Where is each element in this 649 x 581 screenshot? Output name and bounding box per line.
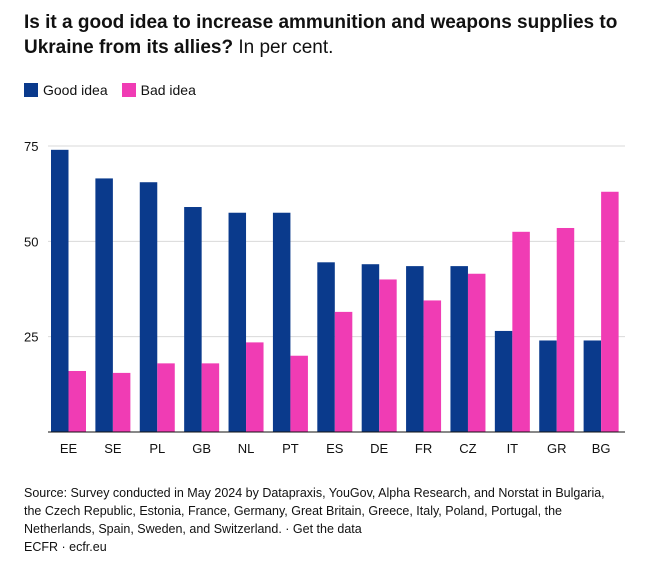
bar-bad-pl xyxy=(157,363,175,432)
x-tick-label-gb: GB xyxy=(192,441,211,456)
x-tick-label-de: DE xyxy=(370,441,388,456)
x-tick-label-gr: GR xyxy=(547,441,567,456)
chart-title: Is it a good idea to increase ammunition… xyxy=(24,10,634,60)
source-note: Source: Survey conducted in May 2024 by … xyxy=(24,486,605,536)
bar-bad-de xyxy=(379,279,397,432)
bar-good-se xyxy=(95,178,113,432)
legend-item-bad: Bad idea xyxy=(121,82,196,98)
bar-bad-ee xyxy=(68,370,86,432)
bar-good-ee xyxy=(51,149,69,432)
x-tick-label-bg: BG xyxy=(592,441,611,456)
bar-good-de xyxy=(361,264,380,432)
bar-good-pl xyxy=(139,182,158,432)
bar-good-es xyxy=(317,262,335,432)
legend-label-good: Good idea xyxy=(43,82,108,98)
bar-bad-es xyxy=(334,311,353,432)
legend-item-good: Good idea xyxy=(24,82,108,98)
bar-bad-pt xyxy=(290,355,308,432)
credit-line: ECFR · ecfr.eu xyxy=(24,540,107,554)
x-tick-label-cz: CZ xyxy=(459,441,476,456)
legend-swatch-bad xyxy=(121,83,136,97)
x-tick-label-pl: PL xyxy=(149,441,165,456)
bar-good-fr xyxy=(406,266,424,432)
title-text: Is it a good idea to increase ammunition… xyxy=(24,12,618,58)
y-tick-label-75: 75 xyxy=(24,139,38,154)
bar-good-pt xyxy=(272,212,291,432)
x-tick-label-ee: EE xyxy=(60,441,78,456)
x-tick-label-es: ES xyxy=(326,441,344,456)
bar-good-gr xyxy=(539,340,557,432)
bar-bad-it xyxy=(512,231,530,432)
legend: Good idea Bad idea xyxy=(24,82,196,98)
x-tick-label-it: IT xyxy=(507,441,519,456)
bar-good-bg xyxy=(583,340,602,432)
y-tick-label-50: 50 xyxy=(24,234,38,249)
y-tick-label-25: 25 xyxy=(24,330,38,345)
bar-good-it xyxy=(494,330,513,432)
bar-good-gb xyxy=(184,207,202,432)
bar-good-cz xyxy=(450,266,468,432)
x-tick-label-fr: FR xyxy=(415,441,432,456)
bar-bad-cz xyxy=(467,273,486,432)
subtitle-text: In per cent. xyxy=(238,37,334,58)
x-tick-label-nl: NL xyxy=(238,441,255,456)
bar-bad-gr xyxy=(556,227,575,432)
legend-swatch-good xyxy=(24,83,38,97)
bar-bad-se xyxy=(112,372,131,432)
bar-good-nl xyxy=(228,212,247,432)
bar-bad-bg xyxy=(601,191,619,432)
bar-chart: 25 50 75 EE SE PL GB NL PT ES DE FR CZ IT GR BG xyxy=(24,139,625,456)
x-tick-label-se: SE xyxy=(104,441,122,456)
footer: Source: Survey conducted in May 2024 by … xyxy=(24,484,624,556)
bar-bad-nl xyxy=(246,342,264,432)
legend-label-bad: Bad idea xyxy=(140,82,196,98)
bar-bad-gb xyxy=(201,363,220,432)
bar-bad-fr xyxy=(423,300,442,432)
x-tick-label-pt: PT xyxy=(282,441,299,456)
